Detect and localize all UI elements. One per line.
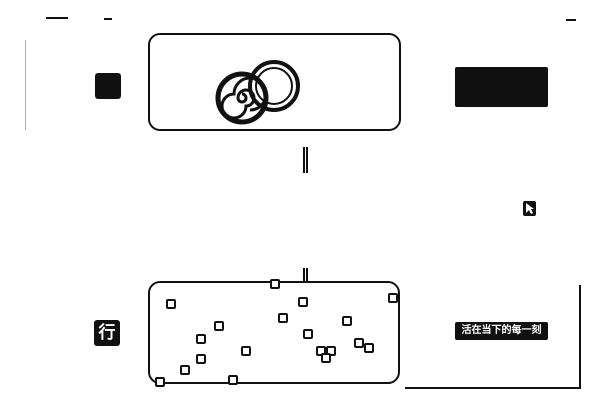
- top-caption-line-3: [458, 91, 545, 102]
- spiral-icon: [215, 71, 269, 125]
- top-right-dash: [566, 19, 576, 21]
- panel-top-illustration: [215, 60, 300, 125]
- square-marker-icon: [303, 329, 313, 339]
- square-marker-icon: [196, 354, 206, 364]
- top-left-dash: [46, 17, 68, 19]
- right-frame-edge: [579, 285, 581, 387]
- square-marker-icon: [354, 338, 364, 348]
- cursor-icon: [523, 201, 536, 216]
- square-marker-icon: [270, 279, 280, 289]
- square-marker-icon: [342, 316, 352, 326]
- square-marker-icon: [388, 293, 398, 303]
- square-marker-icon: [155, 377, 165, 387]
- square-marker-icon: [228, 375, 238, 385]
- square-marker-icon: [214, 321, 224, 331]
- square-marker-icon: [166, 299, 176, 309]
- bottom-caption-text: 活在当下的每一刻: [461, 325, 542, 336]
- square-marker-icon: [241, 346, 251, 356]
- top-caption-line-1: [458, 69, 545, 80]
- connector-bottom: [303, 268, 308, 290]
- square-marker-icon: [321, 353, 331, 363]
- bottom-caption-badge: 活在当下的每一刻: [455, 322, 548, 340]
- bottom-section-label: 行: [94, 320, 120, 346]
- bottom-panel: [148, 279, 400, 387]
- top-section-label: [95, 73, 121, 99]
- top-panel: [148, 33, 401, 131]
- square-marker-icon: [364, 343, 374, 353]
- square-marker-icon: [326, 346, 336, 356]
- top-dash-small: [104, 18, 112, 20]
- ring-icon: [248, 60, 300, 112]
- left-frame-edge: [25, 40, 26, 130]
- bottom-frame-edge: [405, 387, 581, 389]
- square-marker-icon: [278, 313, 288, 323]
- top-caption-badge: [455, 67, 548, 107]
- square-marker-icon: [180, 365, 190, 375]
- square-marker-icon: [196, 334, 206, 344]
- connector-top: [303, 147, 308, 173]
- square-marker-icon: [298, 297, 308, 307]
- top-caption-line-2: [458, 80, 545, 91]
